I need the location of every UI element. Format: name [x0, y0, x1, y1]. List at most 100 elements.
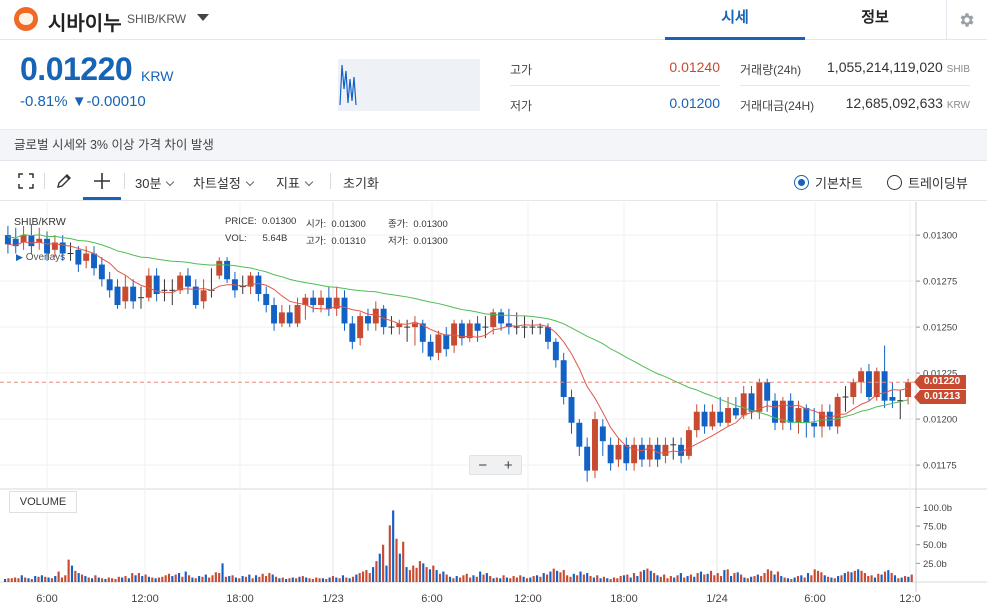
volume-bar	[80, 574, 84, 582]
volume-bar	[351, 576, 355, 582]
ma-price-tag: 0.01213	[914, 390, 966, 405]
candle-body	[28, 235, 35, 247]
candle-body	[145, 275, 152, 298]
pair-dropdown-caret-icon[interactable]	[197, 14, 209, 21]
volume-bar	[559, 572, 562, 582]
volume-bar	[509, 578, 512, 582]
volume-bar	[535, 575, 539, 582]
zoom-in-button[interactable]: +	[503, 456, 513, 474]
coin-name: 시바이누	[48, 13, 122, 35]
volume-bar	[659, 576, 662, 582]
volume-bar	[750, 576, 753, 582]
reset-button[interactable]: 초기화	[343, 176, 379, 191]
volume-bar	[840, 575, 843, 582]
amount-value: 12,685,092,633 KRW	[845, 95, 970, 111]
volume-bar	[897, 578, 900, 582]
volume-bar	[579, 571, 582, 582]
volume-bar	[198, 576, 201, 582]
volume-bar	[315, 577, 318, 582]
volume-bar	[770, 570, 773, 582]
chevron-down-icon	[304, 177, 314, 187]
settings-button[interactable]	[946, 0, 987, 40]
volume-bar	[816, 570, 820, 582]
volume-bar	[127, 578, 130, 582]
price-chart[interactable]: 0.01300 0.01275 0.01250 0.01225 0.01200 0.011…	[0, 202, 987, 611]
basic-chart-radio[interactable]: 기본차트	[794, 173, 863, 192]
volume-bar	[462, 575, 465, 582]
volume-bar	[311, 579, 314, 582]
volume-bar	[301, 576, 304, 582]
volume-bar	[910, 574, 913, 582]
volume-bar	[649, 570, 652, 582]
candle-body	[756, 382, 763, 412]
volume-bar	[880, 574, 883, 582]
volume-bar	[20, 575, 23, 582]
volume-bar	[208, 577, 211, 582]
volume-bar	[806, 573, 810, 582]
volume-bar	[17, 578, 20, 582]
volume-bar	[87, 577, 90, 582]
volume-bar	[860, 570, 863, 582]
volume-bar	[231, 575, 234, 582]
volume-bar	[599, 578, 602, 582]
candle-body	[732, 408, 739, 416]
volume-bar	[549, 571, 552, 582]
price-tick-label: 0.01275	[923, 277, 957, 288]
candle-body	[865, 371, 872, 398]
amount-label: 거래대금(24H)	[740, 99, 815, 113]
volume-bar	[382, 544, 385, 582]
candle-body	[764, 382, 771, 401]
volume-bar	[338, 578, 341, 582]
volume-bar	[77, 573, 80, 582]
volume-bar	[271, 574, 274, 582]
volume-bar	[693, 576, 696, 582]
indicators-menu[interactable]: 지표	[276, 173, 314, 192]
volume-bar	[716, 573, 719, 582]
volume-bar	[398, 553, 401, 582]
caret-right-icon: ▶	[16, 252, 23, 262]
tab-price[interactable]: 시세	[665, 0, 805, 40]
pencil-icon[interactable]	[52, 169, 76, 193]
volume-bar	[632, 573, 636, 582]
interval-select[interactable]: 30분	[135, 173, 175, 192]
volume-bar	[358, 573, 361, 582]
volume-bar	[274, 576, 278, 582]
volume-bar	[776, 571, 779, 582]
tab-info[interactable]: 정보	[861, 9, 889, 26]
volume-bar	[780, 576, 783, 582]
chart-settings-menu[interactable]: 차트설정	[193, 173, 255, 192]
candle-body	[498, 312, 505, 324]
candle-body	[192, 286, 199, 306]
volume-bar	[465, 573, 468, 582]
legend-high: 고가: 0.01310	[306, 236, 366, 247]
candle-body	[803, 408, 810, 423]
overlays-toggle[interactable]: ▶ Overlays	[16, 252, 66, 263]
volume-bar	[445, 574, 448, 582]
candle-body	[396, 323, 403, 328]
volume-bar	[44, 576, 47, 582]
volume-bar	[766, 569, 769, 582]
volume-bar	[67, 559, 70, 582]
legend-volume: VOL: 5.64B	[225, 233, 288, 244]
tradingview-radio[interactable]: 트레이딩뷰	[887, 173, 968, 192]
time-tick-label: 12:0	[899, 593, 920, 605]
crosshair-icon[interactable]	[90, 169, 114, 193]
volume-bar	[355, 574, 358, 582]
volume-bar	[194, 578, 197, 582]
volume-bar	[539, 576, 542, 582]
volume-bar	[188, 575, 191, 582]
volume-bar	[740, 574, 743, 582]
volume-bar	[612, 577, 616, 582]
volume-bar	[408, 570, 411, 582]
volume-bar	[298, 576, 301, 582]
candle-body	[184, 275, 191, 287]
volume-bar	[104, 579, 107, 582]
fullscreen-icon[interactable]	[14, 169, 38, 193]
candle-body	[592, 419, 598, 471]
time-tick-label: 6:00	[421, 593, 442, 605]
candle-body	[474, 323, 481, 331]
zoom-out-button[interactable]: −	[478, 456, 488, 474]
volume-bar	[619, 576, 622, 582]
volume-bar	[101, 578, 104, 582]
candle-body	[881, 371, 888, 401]
